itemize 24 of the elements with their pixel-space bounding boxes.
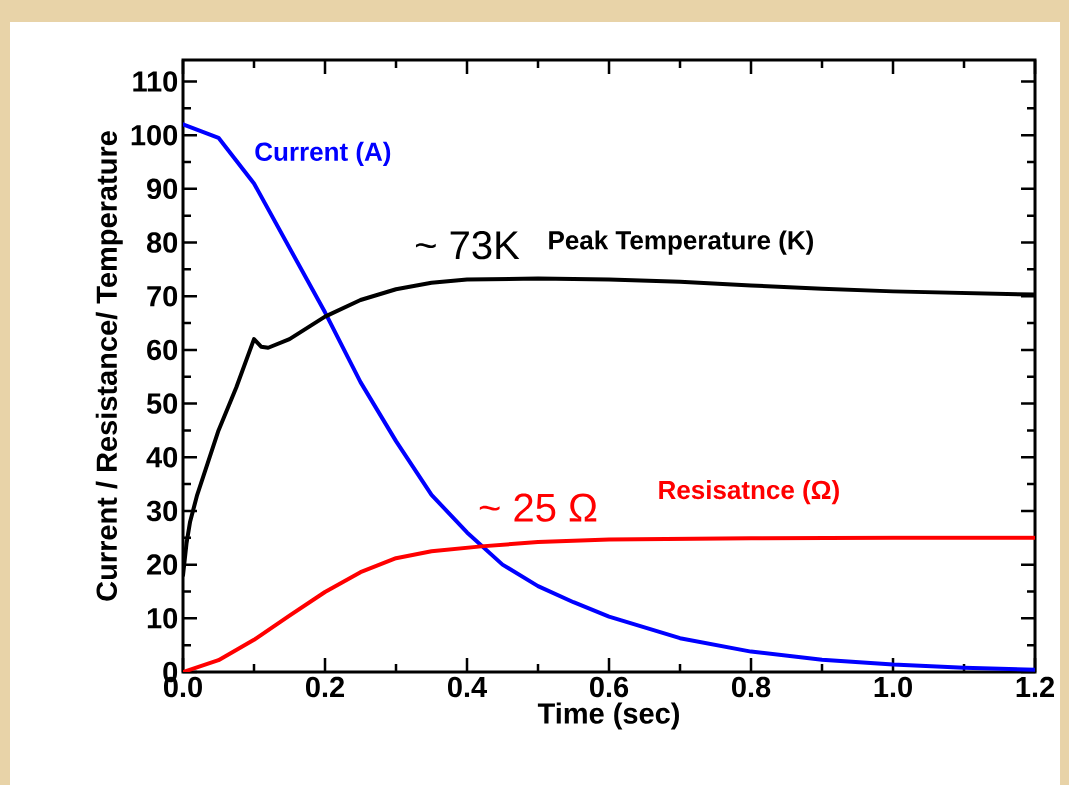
series-label: Resisatnce (Ω) (659, 480, 839, 505)
y-tick-label: 10 (147, 608, 178, 629)
y-tick-label: 100 (131, 124, 178, 146)
y-tick-label: 110 (133, 71, 178, 92)
y-tick-label: 40 (146, 447, 178, 468)
x-tick-label: 0.6 (590, 676, 629, 698)
annotation: ~ 73K (415, 230, 520, 260)
annotation: ~ 25 Ω (479, 493, 597, 522)
y-tick-label: 50 (146, 393, 178, 414)
y-tick-label: 60 (147, 339, 178, 361)
y-tick-label: 90 (147, 178, 178, 200)
x-axis-title: Time (sec) (537, 702, 679, 730)
x-tick-label: 1.2 (1016, 676, 1055, 697)
y-tick-label: 70 (147, 285, 178, 307)
x-tick-label: 0.2 (306, 676, 345, 698)
x-tick-label: 0.4 (448, 676, 488, 698)
series-label: Current (A) (255, 141, 391, 167)
y-tick-label: 80 (146, 232, 178, 253)
series-label: Peak Temperature (K) (549, 230, 813, 255)
y-tick-label: 20 (147, 554, 178, 575)
x-tick-label: 0.8 (732, 676, 771, 698)
y-tick-label: 30 (146, 500, 178, 522)
y-axis-title: Current / Resistance/ Temperature (95, 131, 123, 601)
x-tick-label: 1.0 (874, 676, 912, 698)
